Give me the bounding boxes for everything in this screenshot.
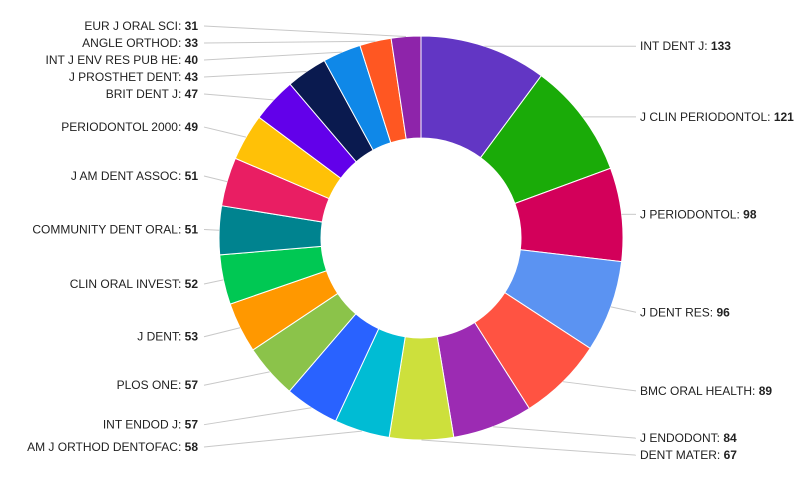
slice-label-value: 31 [185, 19, 199, 33]
slice-label-name: J PROSTHET DENT [69, 70, 180, 84]
slice-label-clin-oral-invest: CLIN ORAL INVEST: 52 [70, 277, 199, 291]
slice-label-name: J CLIN PERIODONTOL [640, 110, 767, 124]
slice-label-value: 98 [743, 207, 757, 221]
leader-line-clin-oral-invest [203, 279, 224, 285]
slice-label-name: ANGLE ORTHOD [82, 36, 178, 50]
slice-label-name: PERIODONTOL 2000 [61, 120, 178, 134]
slice-label-j-clin-periodontol: J CLIN PERIODONTOL: 121 [640, 110, 794, 124]
slice-label-name: EUR J ORAL SCI [84, 19, 178, 33]
slice-label-value: 47 [185, 87, 199, 101]
leader-line-int-j-env-res-pub-he [203, 51, 342, 61]
slice-label-name: BRIT DENT J [106, 87, 178, 101]
slice-label-value: 43 [185, 70, 199, 84]
leader-line-periodontol-2000 [203, 126, 247, 138]
slice-label-name: J DENT [137, 330, 180, 344]
slice-label-int-endod-j: INT ENDOD J: 57 [103, 418, 198, 432]
slice-label-name: PLOS ONE [117, 378, 178, 392]
leader-line-j-dent [203, 327, 241, 338]
leader-line-angle-orthod [203, 40, 376, 44]
leader-line-dent-mater [421, 439, 637, 456]
slice-label-value: 133 [711, 39, 731, 53]
slice-label-value: 40 [185, 53, 199, 67]
slice-label-value: 89 [759, 384, 773, 398]
slice-label-int-j-env-res-pub-he: INT J ENV RES PUB HE: 40 [45, 53, 198, 67]
slice-label-name: J ENDODONT [640, 431, 719, 445]
slice-label-community-dent-oral: COMMUNITY DENT ORAL: 51 [32, 222, 198, 236]
slice-label-value: 121 [774, 110, 794, 124]
slice-label-value: 57 [185, 418, 199, 432]
slice-label-value: 67 [724, 448, 738, 462]
leader-lines [203, 25, 637, 456]
slice-label-value: 96 [716, 305, 730, 319]
leader-line-eur-j-oral-sci [203, 25, 407, 38]
slice-label-value: 49 [185, 120, 199, 134]
leader-line-brit-dent-j [203, 93, 274, 101]
slice-label-bmc-oral-health: BMC ORAL HEALTH: 89 [640, 384, 772, 398]
slice-label-int-dent-j: INT DENT J: 133 [640, 39, 731, 53]
slice-label-value: 33 [185, 36, 199, 50]
slice-label-name: DENT MATER [640, 448, 717, 462]
slice-label-name: INT ENDOD J [103, 418, 178, 432]
leader-line-j-dent-res [610, 306, 637, 313]
slice-label-name: COMMUNITY DENT ORAL [32, 222, 178, 236]
slice-label-value: 51 [185, 222, 199, 236]
slice-label-eur-j-oral-sci: EUR J ORAL SCI: 31 [84, 19, 198, 33]
leader-line-j-am-dent-assoc [203, 175, 228, 183]
slice-label-name: CLIN ORAL INVEST [70, 277, 180, 291]
slice-label-brit-dent-j: BRIT DENT J: 47 [106, 87, 199, 101]
slice-label-name: J PERIODONTOL [640, 207, 737, 221]
slice-label-j-am-dent-assoc: J AM DENT ASSOC: 51 [71, 169, 198, 183]
slice-label-j-periodontol: J PERIODONTOL: 98 [640, 207, 757, 221]
slice-label-j-dent-res: J DENT RES: 96 [640, 305, 730, 319]
leader-line-community-dent-oral [203, 228, 220, 231]
slices-layer [218, 35, 624, 441]
slice-label-j-endodont: J ENDODONT: 84 [640, 431, 737, 445]
slice-label-name: J DENT RES [640, 305, 710, 319]
slice-label-name: AM J ORTHOD DENTOFAC [27, 440, 178, 454]
slice-label-j-dent: J DENT: 53 [137, 330, 198, 344]
slice-label-value: 84 [723, 431, 737, 445]
slice-label-plos-one: PLOS ONE: 57 [117, 378, 199, 392]
slice-label-name: INT DENT J [640, 39, 704, 53]
slice-label-j-prosthet-dent: J PROSTHET DENT: 43 [69, 70, 198, 84]
slice-label-name: INT J ENV RES PUB HE [45, 53, 177, 67]
leader-line-am-j-orthod-dentofac [203, 430, 362, 448]
slice-label-value: 57 [185, 378, 199, 392]
slice-label-dent-mater: DENT MATER: 67 [640, 448, 737, 462]
slice-label-am-j-orthod-dentofac: AM J ORTHOD DENTOFAC: 58 [27, 440, 198, 454]
leader-line-j-endodont [492, 426, 637, 439]
slice-label-value: 53 [185, 330, 199, 344]
slice-label-value: 52 [185, 277, 199, 291]
slice-label-value: 58 [185, 440, 199, 454]
slice-label-angle-orthod: ANGLE ORTHOD: 33 [82, 36, 198, 50]
slice-eur-j-oral-sci[interactable] [390, 35, 422, 140]
slice-label-name: BMC ORAL HEALTH [640, 384, 752, 398]
slice-label-periodontol-2000: PERIODONTOL 2000: 49 [61, 120, 198, 134]
slice-label-value: 51 [185, 169, 199, 183]
leader-line-int-endod-j [203, 407, 312, 426]
slice-label-name: J AM DENT ASSOC [71, 169, 178, 183]
leader-line-plos-one [203, 371, 270, 386]
leader-line-bmc-oral-health [562, 381, 637, 392]
leader-line-j-prosthet-dent [203, 71, 307, 78]
